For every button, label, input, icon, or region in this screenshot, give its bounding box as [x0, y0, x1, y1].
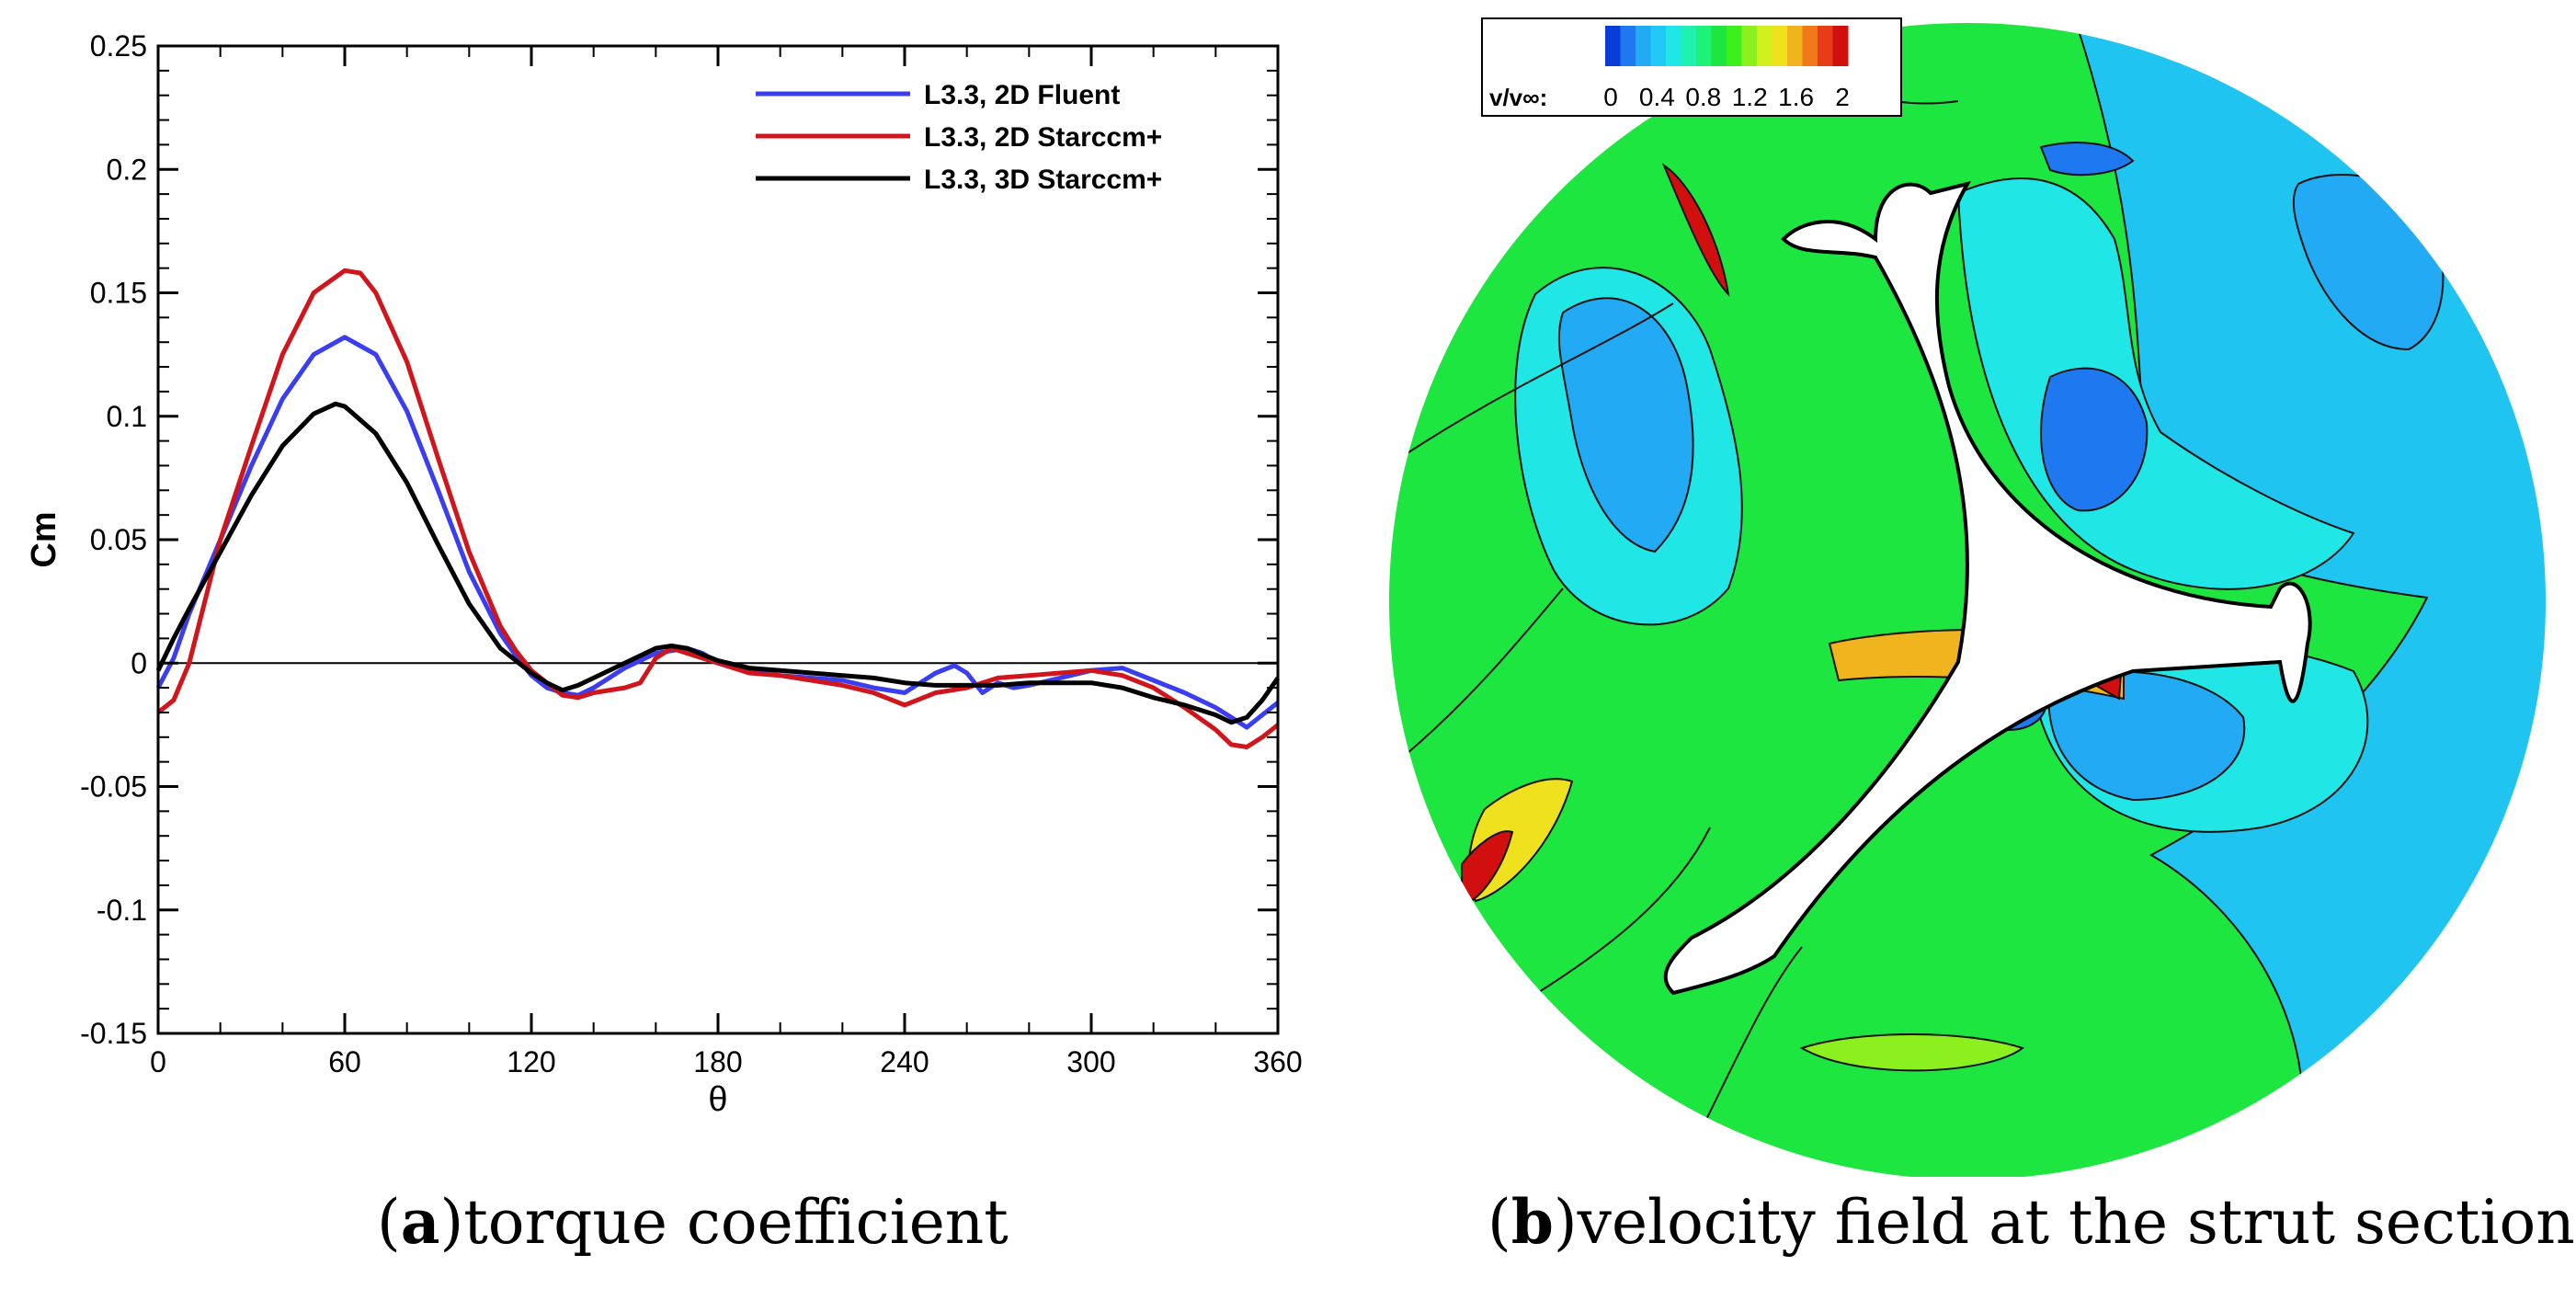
caption-a-text: torque coefficient — [463, 1187, 1009, 1258]
y-tick-label: 0.2 — [107, 153, 147, 186]
domain-boundary — [1387, 21, 2548, 1177]
colorbar: v/v∞: 0 0.4 0.8 1.2 1.6 2 — [1481, 17, 1902, 117]
x-tick-label: 240 — [880, 1045, 929, 1078]
legend-label-3: L3.3, 3D Starccm+ — [924, 165, 1162, 195]
panel-label-a: a — [400, 1186, 440, 1258]
x-tick-label: 0 — [150, 1045, 166, 1078]
colorbar-tick-label: 2 — [1835, 83, 1850, 111]
colorbar-swatch — [1772, 26, 1788, 66]
y-tick-label: 0.1 — [107, 400, 147, 433]
caption-b: (b)velocity field at the strut section — [1487, 1186, 2575, 1258]
colorbar-swatch — [1650, 26, 1667, 66]
colorbar-swatch — [1620, 26, 1636, 66]
colorbar-swatch — [1605, 26, 1621, 66]
x-tick-label: 300 — [1066, 1045, 1115, 1078]
caption-a: (a)torque coefficient — [377, 1186, 1009, 1258]
colorbar-swatch — [1636, 26, 1651, 66]
series-line-1 — [155, 335, 1280, 730]
colorbar-swatch — [1832, 26, 1849, 66]
velocity-contour-field — [1388, 22, 2547, 1177]
colorbar-swatch — [1696, 26, 1712, 66]
y-tick-label: 0.15 — [90, 277, 147, 310]
caption-b-text: velocity field at the strut section — [1577, 1187, 2575, 1258]
x-tick-label: 120 — [507, 1045, 555, 1078]
colorbar-swatch — [1727, 26, 1742, 66]
y-tick-label: 0.25 — [90, 29, 147, 63]
colorbar-tick-label: 0.8 — [1685, 83, 1721, 111]
y-tick-label: -0.15 — [80, 1017, 147, 1050]
colorbar-label: v/v∞: — [1489, 84, 1547, 111]
x-tick-label: 180 — [693, 1045, 742, 1078]
colorbar-tick-label: 1.6 — [1778, 83, 1814, 111]
legend: L3.3, 2D Fluent L3.3, 2D Starccm+ L3.3, 3D… — [756, 80, 1162, 195]
colorbar-swatch — [1818, 26, 1833, 66]
y-tick-label: -0.1 — [97, 894, 147, 927]
colorbar-tick-label: 0 — [1603, 83, 1618, 111]
colorbar-swatch — [1802, 26, 1818, 66]
colorbar-swatch — [1787, 26, 1803, 66]
x-tick-label: 360 — [1253, 1045, 1302, 1078]
y-tick-label: 0.05 — [90, 523, 147, 556]
x-axis-label: θ — [708, 1080, 727, 1119]
y-axis-label: Cm — [25, 511, 63, 567]
legend-label-1: L3.3, 2D Fluent — [924, 80, 1120, 110]
colorbar-swatch — [1711, 26, 1727, 66]
colorbar-swatch — [1681, 26, 1697, 66]
y-tick-label: -0.05 — [80, 770, 147, 804]
colorbar-tick-label: 0.4 — [1639, 83, 1675, 111]
y-tick-label: 0 — [131, 646, 147, 679]
legend-label-2: L3.3, 2D Starccm+ — [924, 122, 1162, 153]
colorbar-swatch — [1741, 26, 1758, 66]
colorbar-swatch — [1666, 26, 1681, 66]
x-tick-label: 60 — [328, 1045, 361, 1078]
series-line-3 — [155, 401, 1281, 725]
torque-coefficient-chart: 0 60 120 180 240 300 360 -0.15 -0.1 -0.05 0 0.05 0.1… — [25, 29, 1303, 1119]
rotor-blades — [1663, 180, 2312, 996]
colorbar-tick-label: 1.2 — [1732, 83, 1768, 111]
colorbar-swatch — [1757, 26, 1772, 66]
panel-label-b: b — [1510, 1186, 1554, 1258]
series-line-2 — [156, 268, 1280, 749]
velocity-field-panel: v/v∞: 0 0.4 0.8 1.2 1.6 2 — [1387, 17, 2548, 1177]
